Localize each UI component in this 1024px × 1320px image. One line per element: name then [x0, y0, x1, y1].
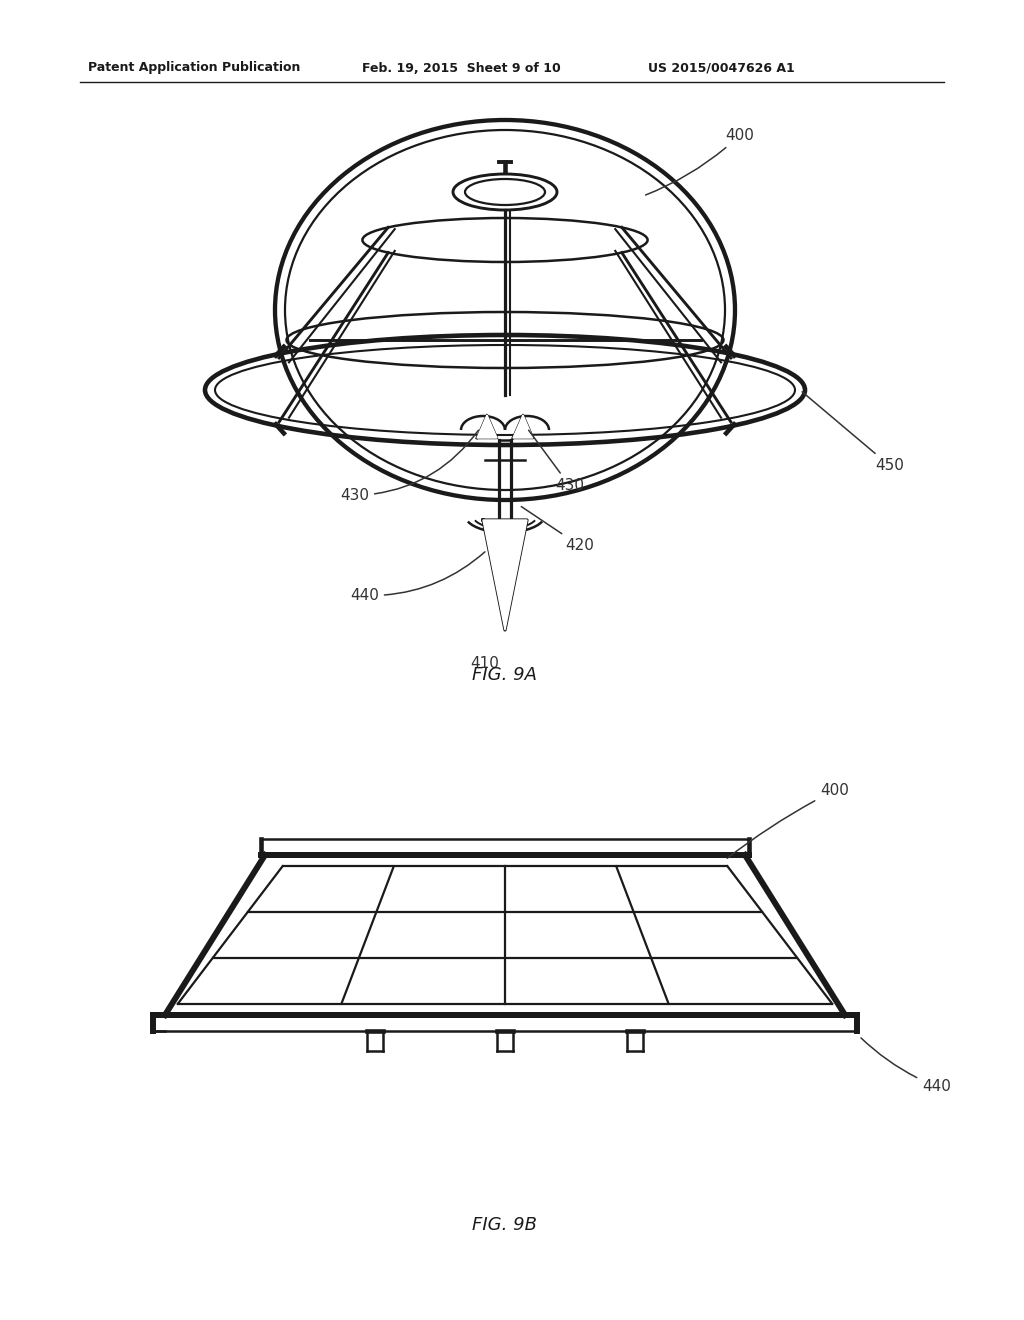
Text: 450: 450	[802, 392, 904, 473]
Text: 430: 430	[528, 430, 584, 492]
Text: 400: 400	[727, 783, 849, 858]
Text: 400: 400	[645, 128, 754, 195]
Text: 440: 440	[861, 1038, 951, 1094]
Text: FIG. 9B: FIG. 9B	[472, 1216, 538, 1234]
Polygon shape	[483, 520, 527, 630]
Text: 440: 440	[350, 552, 485, 603]
Text: 420: 420	[521, 507, 594, 553]
Polygon shape	[513, 414, 534, 438]
Text: Feb. 19, 2015  Sheet 9 of 10: Feb. 19, 2015 Sheet 9 of 10	[362, 62, 561, 74]
Text: US 2015/0047626 A1: US 2015/0047626 A1	[648, 62, 795, 74]
Text: Patent Application Publication: Patent Application Publication	[88, 62, 300, 74]
Text: 430: 430	[340, 430, 478, 503]
Text: 410: 410	[471, 656, 500, 671]
Polygon shape	[477, 414, 497, 438]
Text: FIG. 9A: FIG. 9A	[472, 667, 538, 684]
